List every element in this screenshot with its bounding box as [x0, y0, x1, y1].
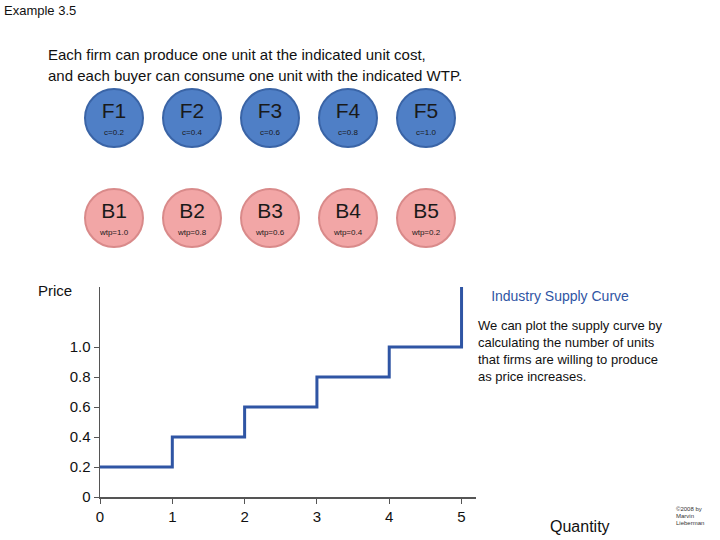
svg-text:0.2: 0.2	[70, 458, 91, 475]
html-text:c=0.2: c=0.2	[104, 128, 124, 137]
html-text:F3: F3	[257, 99, 283, 122]
html-text:c=0.4: c=0.4	[182, 128, 202, 137]
html-text:F1: F1	[101, 99, 127, 122]
html-text:wtp=0.4: wtp=0.4	[333, 228, 363, 237]
svg-text:2: 2	[240, 508, 248, 525]
svg-text:0.6: 0.6	[70, 398, 91, 415]
svg-text:Price: Price	[38, 282, 72, 299]
svg-text:3: 3	[313, 508, 321, 525]
svg-text:1: 1	[168, 508, 176, 525]
html-text:©2008 by: ©2008 by	[676, 506, 702, 512]
svg-text:5: 5	[457, 508, 465, 525]
html-text:Example 3.5: Example 3.5	[4, 3, 77, 18]
html-text:F4: F4	[335, 99, 361, 122]
svg-text:0: 0	[96, 508, 104, 525]
html-text:wtp=1.0: wtp=1.0	[99, 228, 129, 237]
svg-text:4: 4	[385, 508, 393, 525]
svg-text:Industry Supply Curve: Industry Supply Curve	[491, 288, 629, 304]
svg-text:1.0: 1.0	[70, 338, 91, 355]
html-text:B2: B2	[179, 199, 205, 222]
svg-text:We can plot the supply curve b: We can plot the supply curve bycalculati…	[478, 318, 663, 384]
html-text:wtp=0.8: wtp=0.8	[177, 228, 207, 237]
svg-text:0: 0	[82, 488, 90, 505]
html-text:wtp=0.2: wtp=0.2	[411, 228, 441, 237]
html-text:Each firm can produce one unit: Each firm can produce one unit at the in…	[48, 46, 426, 63]
html-text:B3: B3	[257, 199, 283, 222]
html-text:wtp=0.6: wtp=0.6	[255, 228, 285, 237]
html-text:F2: F2	[179, 99, 205, 122]
html-text:c=1.0: c=1.0	[416, 128, 436, 137]
html-text:c=0.6: c=0.6	[260, 128, 280, 137]
html-text:Lieberman: Lieberman	[676, 520, 705, 526]
svg-text:Quantity: Quantity	[550, 518, 610, 535]
html-text:Marvin: Marvin	[676, 513, 694, 519]
html-text:B1: B1	[101, 199, 127, 222]
html-text:c=0.8: c=0.8	[338, 128, 358, 137]
svg-text:0.8: 0.8	[70, 368, 91, 385]
svg-text:0.4: 0.4	[70, 428, 91, 445]
html-text:and each buyer can consume one: and each buyer can consume one unit with…	[48, 67, 463, 84]
html-text:B4: B4	[335, 199, 361, 222]
html-text:B5: B5	[413, 199, 439, 222]
html-text:F5: F5	[413, 99, 439, 122]
